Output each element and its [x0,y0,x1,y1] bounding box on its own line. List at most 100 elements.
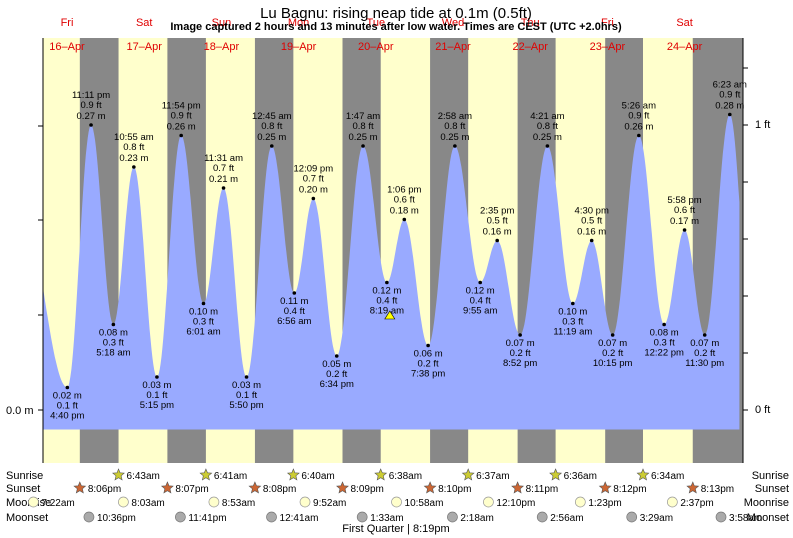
high-tide-dot [361,144,365,148]
high-tide-dot [89,123,93,127]
tide-height-m: 0.20 m [299,185,328,196]
day-name: Tue [367,17,386,29]
row-label-right-sunset: Sunset [755,483,789,495]
row-label-right-sunrise: Sunrise [752,470,789,482]
tide-height-m: 0.25 m [440,132,469,143]
sunset-time: 8:07pm [175,484,208,495]
tide-height-m: 0.27 m [77,111,106,122]
tide-height-m: 0.07 m [506,338,535,349]
high-tide-dot [402,217,407,222]
sunset-time: 8:13pm [701,484,734,495]
tide-time: 10:15 pm [593,358,633,369]
tide-height-ft: 0.3 ft [193,317,214,328]
low-tide-dot [385,280,389,285]
moonset-icon [266,511,277,523]
tide-height-m: 0.08 m [650,328,679,339]
tide-time: 11:19 am [553,327,592,338]
moonrise-icon [28,496,39,508]
day-date: 23–Apr [590,41,626,53]
tide-time: 4:21 am [530,111,564,122]
sunset-icon [686,481,700,494]
moonset-time: 3:29am [640,513,673,524]
chart-subtitle: Image captured 2 hours and 13 minutes af… [170,21,622,33]
day-date: 17–Apr [126,41,162,53]
day-date: 24–Apr [667,41,703,53]
moonset-time: 1:33am [370,513,403,524]
tide-time: 12:45 am [252,111,292,122]
tide-height-m: 0.07 m [690,338,719,349]
sunset-icon [248,481,262,494]
tide-height-ft: 0.3 ft [654,338,675,349]
sunset-icon [73,481,87,494]
tide-height-ft: 0.1 ft [57,401,78,412]
y-axis-left-label: 0.0 m [6,405,34,417]
moonset-icon [83,511,95,523]
tide-height-ft: 0.8 ft [444,121,465,132]
sunset-time: 8:12pm [613,484,646,495]
axes: Fri 16–Apr Sat 17–Apr Sun 18–Apr Mon 19–Apr Tue 2… [38,17,748,463]
tide-time: 11:30 pm [685,358,724,369]
row-label-left-sunrise: Sunrise [6,470,43,482]
tide-time: 7:38 pm [411,369,445,380]
low-tide-dot [702,333,707,337]
tide-height-ft: 0.8 ft [261,121,282,132]
day-name: Sat [136,17,153,29]
tide-height-ft: 0.2 ft [510,348,531,359]
tide-height-m: 0.08 m [99,328,128,339]
high-tide-dot [682,228,687,232]
sunset-icon [511,481,525,494]
sunrise-icon [199,468,213,481]
tide-height-m: 0.06 m [414,349,443,360]
y-axis-right-label-0ft: 0 ft [755,404,770,416]
tide-time: 4:40 pm [50,411,84,422]
tide-height-m: 0.26 m [167,122,196,133]
low-tide-dot [244,375,249,379]
day-name: Sun [212,17,232,29]
tide-height-m: 0.28 m [715,101,744,112]
low-tide-dot [65,385,70,390]
tide-time: 5:15 pm [140,400,174,411]
moonrise-time: 10:58am [405,498,444,509]
sunrise-icon [286,468,300,481]
moonrise-icon [299,496,311,508]
sunrise-time: 6:38am [389,471,422,482]
sunrise-time: 6:36am [564,471,597,482]
tide-height-ft: 0.3 ft [103,338,124,349]
tide-height-ft: 0.5 ft [581,216,602,227]
sunrise-icon [461,468,475,481]
tide-height-m: 0.07 m [598,338,627,349]
sun-moon-rows: SunriseSunriseSunsetSunsetMoonriseMoonri… [6,468,789,524]
low-tide-dot [478,280,483,285]
tide-time: 5:58 pm [667,195,701,206]
tide-time: 5:18 am [96,348,130,359]
tide-time: 11:31 am [204,153,243,164]
tide-height-ft: 0.2 ft [326,369,347,380]
tide-time: 2:35 pm [480,206,514,217]
moonrise-icon [118,496,129,508]
moonrise-time: 8:03am [131,498,164,509]
tide-time: 6:34 pm [320,379,354,390]
high-tide-dot [453,144,457,148]
day-name: Sat [676,17,693,29]
day-name: Fri [61,17,74,29]
moonset-icon [447,511,458,523]
tide-curve [43,114,740,430]
tide-height-m: 0.12 m [466,286,495,297]
sunset-icon [423,481,437,494]
tide-time: 11:54 pm [162,101,201,112]
tide-height-ft: 0.2 ft [694,348,715,359]
moonset-icon [356,511,368,523]
tide-height-ft: 0.1 ft [236,390,257,401]
low-tide-dot [426,343,430,348]
day-name: Mon [288,17,309,29]
moonrise-icon [391,496,402,508]
sunset-time: 8:10pm [438,484,471,495]
water-area [43,114,740,430]
current-level-marker [384,310,396,320]
tide-height-ft: 0.4 ft [284,306,305,317]
sunrise-icon [374,468,388,481]
high-tide-dot [589,238,594,243]
sunset-icon [598,481,612,494]
moonrise-icon [574,496,586,508]
moonset-icon [175,511,186,523]
